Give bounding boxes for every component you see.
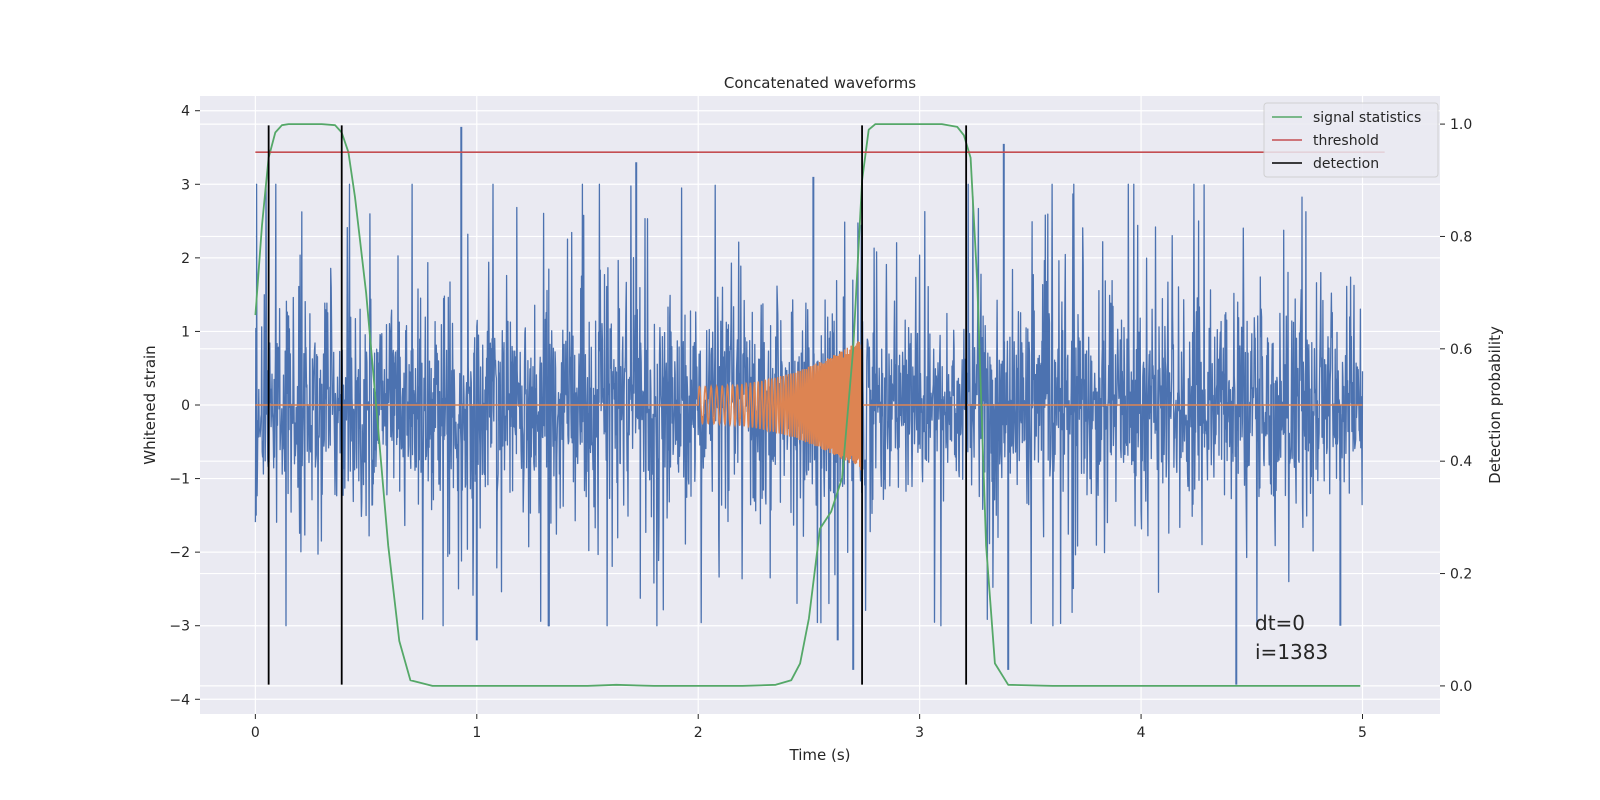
y-tick-label: 3 [181,177,190,193]
y-tick-label: 4 [181,104,190,120]
y-tick-label: −3 [169,619,190,635]
legend-box [1263,102,1439,178]
y2-tick-label: 0.8 [1450,229,1472,245]
x-axis-label: Time (s) [789,746,851,764]
signal-statistics-series [254,123,1361,687]
legend: signal statistics threshold detection [1263,102,1439,178]
y-axis-label: Whitened strain [141,345,159,464]
y2-tick-label: 0.6 [1450,342,1472,358]
x-tick-label: 3 [915,725,924,741]
legend-label-detection: detection [1313,156,1379,172]
template-line [255,341,1363,471]
x-tick-label: 2 [694,725,703,741]
whitened-strain-series [254,126,1364,685]
y2-tick-label: 0.4 [1450,454,1472,470]
template-series [255,341,1363,471]
legend-label-signal-statistics: signal statistics [1313,110,1421,126]
annotation-i: i=1383 [1255,640,1328,664]
y-tick-label: −4 [169,692,190,708]
x-tick-label: 0 [251,725,260,741]
y2-tick-label: 0.2 [1450,567,1472,583]
y2-tick-label: 0.0 [1450,679,1472,695]
signal-statistics-line [254,123,1361,687]
y-tick-label: 0 [181,398,190,414]
y-tick-label: 1 [181,324,190,340]
annotation-dt: dt=0 [1255,611,1305,635]
chart-title: Concatenated waveforms [724,74,916,92]
y-tick-label: −1 [169,472,190,488]
x-tick-label: 5 [1358,725,1367,741]
annotation: dt=0 i=1383 [1255,611,1328,664]
y-tick-label: −2 [169,545,190,561]
tick-marks: 0 1 2 3 4 5 −4 −3 −2 −1 0 1 2 3 4 0.0 0.2 0.4 0.6 0.8 1.0 [169,104,1472,741]
y-tick-label: 2 [181,251,190,267]
x-tick-label: 1 [472,725,481,741]
x-tick-label: 4 [1137,725,1146,741]
y2-tick-label: 1.0 [1450,117,1472,133]
y2-axis-label: Detection probability [1486,326,1504,484]
legend-label-threshold: threshold [1313,133,1379,149]
detection-series [267,125,968,685]
